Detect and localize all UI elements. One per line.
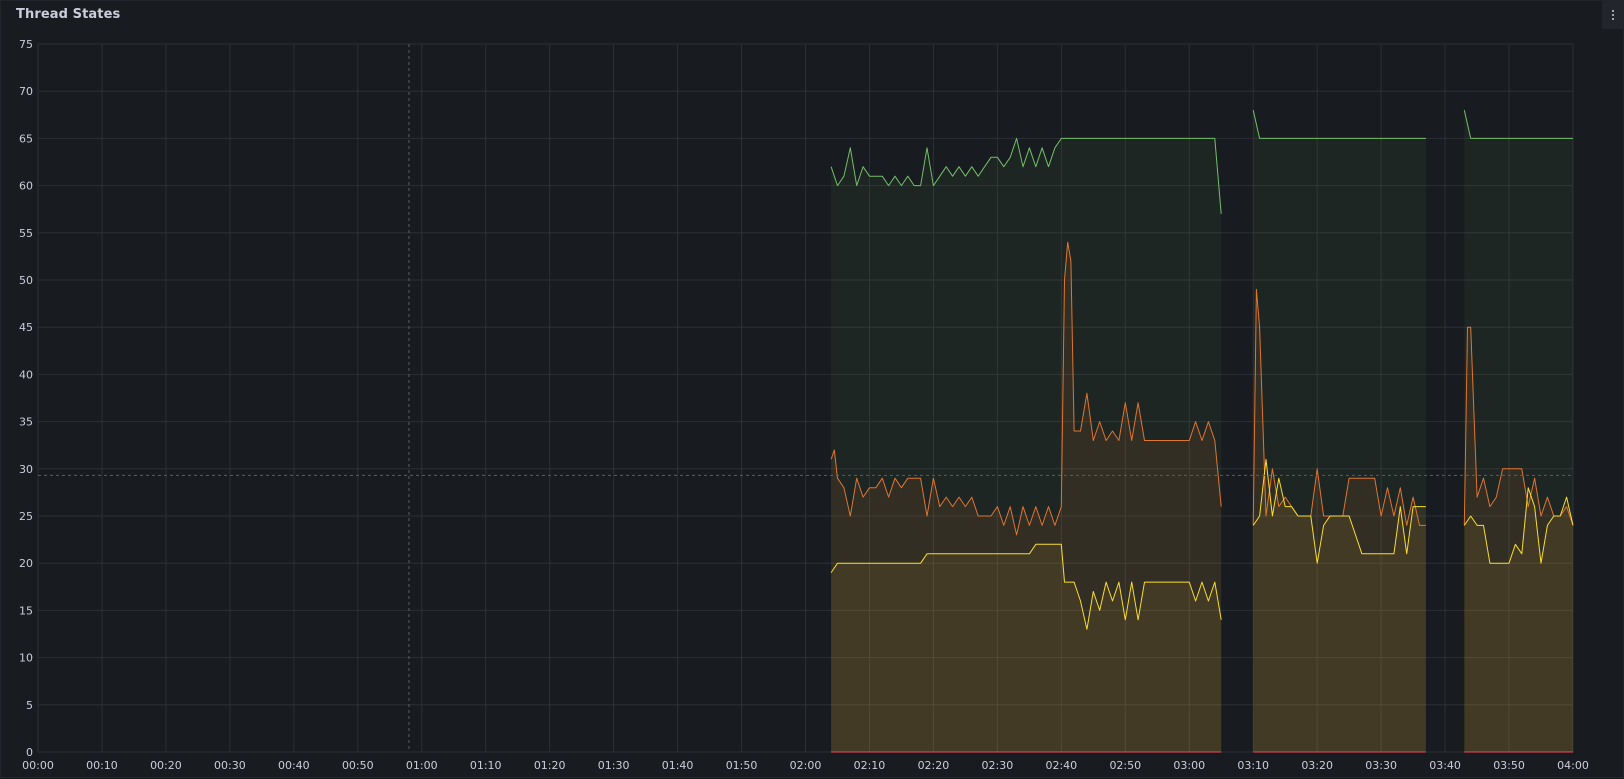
x-tick-label: 03:10	[1237, 759, 1269, 772]
series-1-fill	[831, 242, 1222, 752]
x-tick-label: 00:40	[278, 759, 310, 772]
x-tick-label: 02:10	[854, 759, 886, 772]
x-tick-label: 02:30	[982, 759, 1014, 772]
y-tick-label: 25	[19, 510, 33, 523]
x-tick-label: 02:00	[790, 759, 822, 772]
y-tick-label: 45	[19, 321, 33, 334]
x-tick-label: 01:00	[406, 759, 438, 772]
series-0-fill	[1253, 110, 1426, 753]
y-tick-label: 0	[26, 746, 33, 759]
series-2-line	[830, 543, 1222, 630]
x-tick-label: 02:20	[918, 759, 950, 772]
x-tick-label: 04:00	[1557, 759, 1589, 772]
y-tick-label: 65	[19, 132, 33, 145]
series-fills	[831, 110, 1573, 753]
x-tick-label: 03:40	[1429, 759, 1461, 772]
y-tick-label: 20	[19, 557, 33, 570]
x-tick-label: 00:30	[214, 759, 246, 772]
x-tick-label: 00:00	[22, 759, 54, 772]
kebab-menu-icon[interactable]	[1602, 1, 1624, 29]
tick-labels: 0 5 10 15 20 25 30 35 40 45 50 55 60 65 70 75 00:00 00:10…	[19, 38, 1589, 772]
series-lines	[830, 109, 1574, 753]
series-2-line	[1252, 458, 1426, 564]
y-tick-label: 75	[19, 38, 33, 51]
x-tick-label: 01:30	[598, 759, 630, 772]
series-1-line	[1252, 288, 1426, 526]
y-tick-label: 15	[19, 604, 33, 617]
y-tick-label: 55	[19, 227, 33, 240]
x-tick-label: 01:50	[726, 759, 758, 772]
series-2-fill	[831, 544, 1222, 752]
series-1-line	[830, 241, 1222, 536]
series-0-fill	[1464, 110, 1573, 753]
y-tick-label: 10	[19, 652, 33, 665]
x-tick-label: 00:10	[86, 759, 118, 772]
x-tick-label: 03:00	[1173, 759, 1205, 772]
panel-header: Thread States	[1, 1, 1624, 31]
x-tick-label: 01:20	[534, 759, 566, 772]
series-0-line	[1463, 109, 1573, 139]
series-0-line	[1252, 109, 1426, 139]
chart-area[interactable]: 0 5 10 15 20 25 30 35 40 45 50 55 60 65 70 75 00:00 00:10…	[1, 31, 1624, 779]
x-tick-label: 02:50	[1109, 759, 1141, 772]
panel-title: Thread States	[16, 7, 121, 22]
x-tick-label: 02:40	[1045, 759, 1077, 772]
y-tick-label: 50	[19, 274, 33, 287]
y-tick-label: 40	[19, 368, 33, 381]
series-1-fill	[1464, 327, 1573, 752]
series-2-fill	[1464, 487, 1573, 752]
y-tick-label: 60	[19, 180, 33, 193]
x-tick-label: 00:20	[150, 759, 182, 772]
chart-svg: 0 5 10 15 20 25 30 35 40 45 50 55 60 65 70 75 00:00 00:10…	[19, 38, 1589, 772]
series-1-fill	[1253, 289, 1426, 752]
x-tick-label: 03:20	[1301, 759, 1333, 772]
x-tick-label: 01:10	[470, 759, 502, 772]
x-tick-label: 00:50	[342, 759, 374, 772]
x-tick-label: 03:30	[1365, 759, 1397, 772]
y-tick-label: 5	[26, 699, 33, 712]
x-tick-label: 03:50	[1493, 759, 1525, 772]
series-2-fill	[1253, 459, 1426, 752]
series-0-line	[830, 137, 1222, 214]
series-2-line	[1463, 487, 1574, 564]
y-tick-label: 35	[19, 416, 33, 429]
y-tick-label: 70	[19, 85, 33, 98]
y-tick-label: 30	[19, 463, 33, 476]
series-0-fill	[831, 138, 1222, 752]
x-tick-label: 01:40	[662, 759, 694, 772]
